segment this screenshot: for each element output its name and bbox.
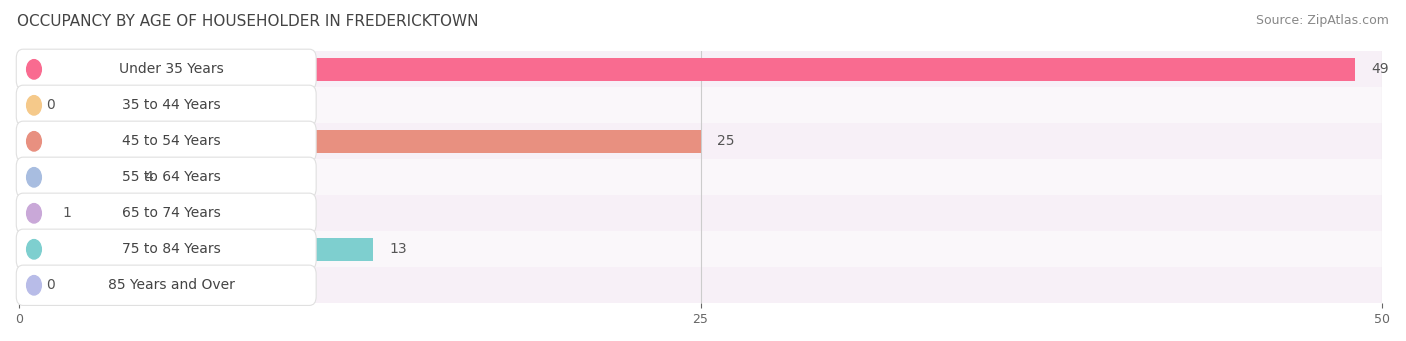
Text: Under 35 Years: Under 35 Years <box>118 62 224 76</box>
Bar <box>20 166 128 189</box>
Bar <box>20 94 30 117</box>
Bar <box>20 51 1382 87</box>
Circle shape <box>27 240 41 259</box>
Bar <box>20 130 700 153</box>
Circle shape <box>27 276 41 295</box>
Text: 75 to 84 Years: 75 to 84 Years <box>121 242 221 256</box>
Bar <box>20 202 46 225</box>
Text: 49: 49 <box>1371 62 1389 76</box>
Circle shape <box>27 167 41 187</box>
Text: 25: 25 <box>717 134 734 148</box>
Text: 35 to 44 Years: 35 to 44 Years <box>122 98 221 112</box>
Circle shape <box>27 60 41 79</box>
Bar <box>20 87 1382 123</box>
Bar <box>20 231 1382 267</box>
FancyBboxPatch shape <box>17 265 316 306</box>
Text: 4: 4 <box>145 170 153 184</box>
FancyBboxPatch shape <box>17 121 316 162</box>
Text: 45 to 54 Years: 45 to 54 Years <box>122 134 221 148</box>
Text: 55 to 64 Years: 55 to 64 Years <box>121 170 221 184</box>
Text: 1: 1 <box>63 206 72 220</box>
Text: 13: 13 <box>389 242 408 256</box>
Text: 85 Years and Over: 85 Years and Over <box>107 278 235 292</box>
FancyBboxPatch shape <box>17 157 316 197</box>
FancyBboxPatch shape <box>17 193 316 234</box>
FancyBboxPatch shape <box>17 49 316 89</box>
Bar <box>20 123 1382 159</box>
Circle shape <box>27 132 41 151</box>
FancyBboxPatch shape <box>17 229 316 269</box>
Circle shape <box>27 95 41 115</box>
Text: 0: 0 <box>46 98 55 112</box>
Bar <box>20 195 1382 231</box>
Bar <box>20 159 1382 195</box>
Bar <box>20 273 30 297</box>
Text: OCCUPANCY BY AGE OF HOUSEHOLDER IN FREDERICKTOWN: OCCUPANCY BY AGE OF HOUSEHOLDER IN FREDE… <box>17 14 478 29</box>
Bar <box>20 238 374 261</box>
Text: 65 to 74 Years: 65 to 74 Years <box>121 206 221 220</box>
Text: Source: ZipAtlas.com: Source: ZipAtlas.com <box>1256 14 1389 27</box>
Bar <box>20 58 1355 81</box>
Bar <box>20 267 1382 303</box>
Circle shape <box>27 204 41 223</box>
FancyBboxPatch shape <box>17 85 316 125</box>
Text: 0: 0 <box>46 278 55 292</box>
